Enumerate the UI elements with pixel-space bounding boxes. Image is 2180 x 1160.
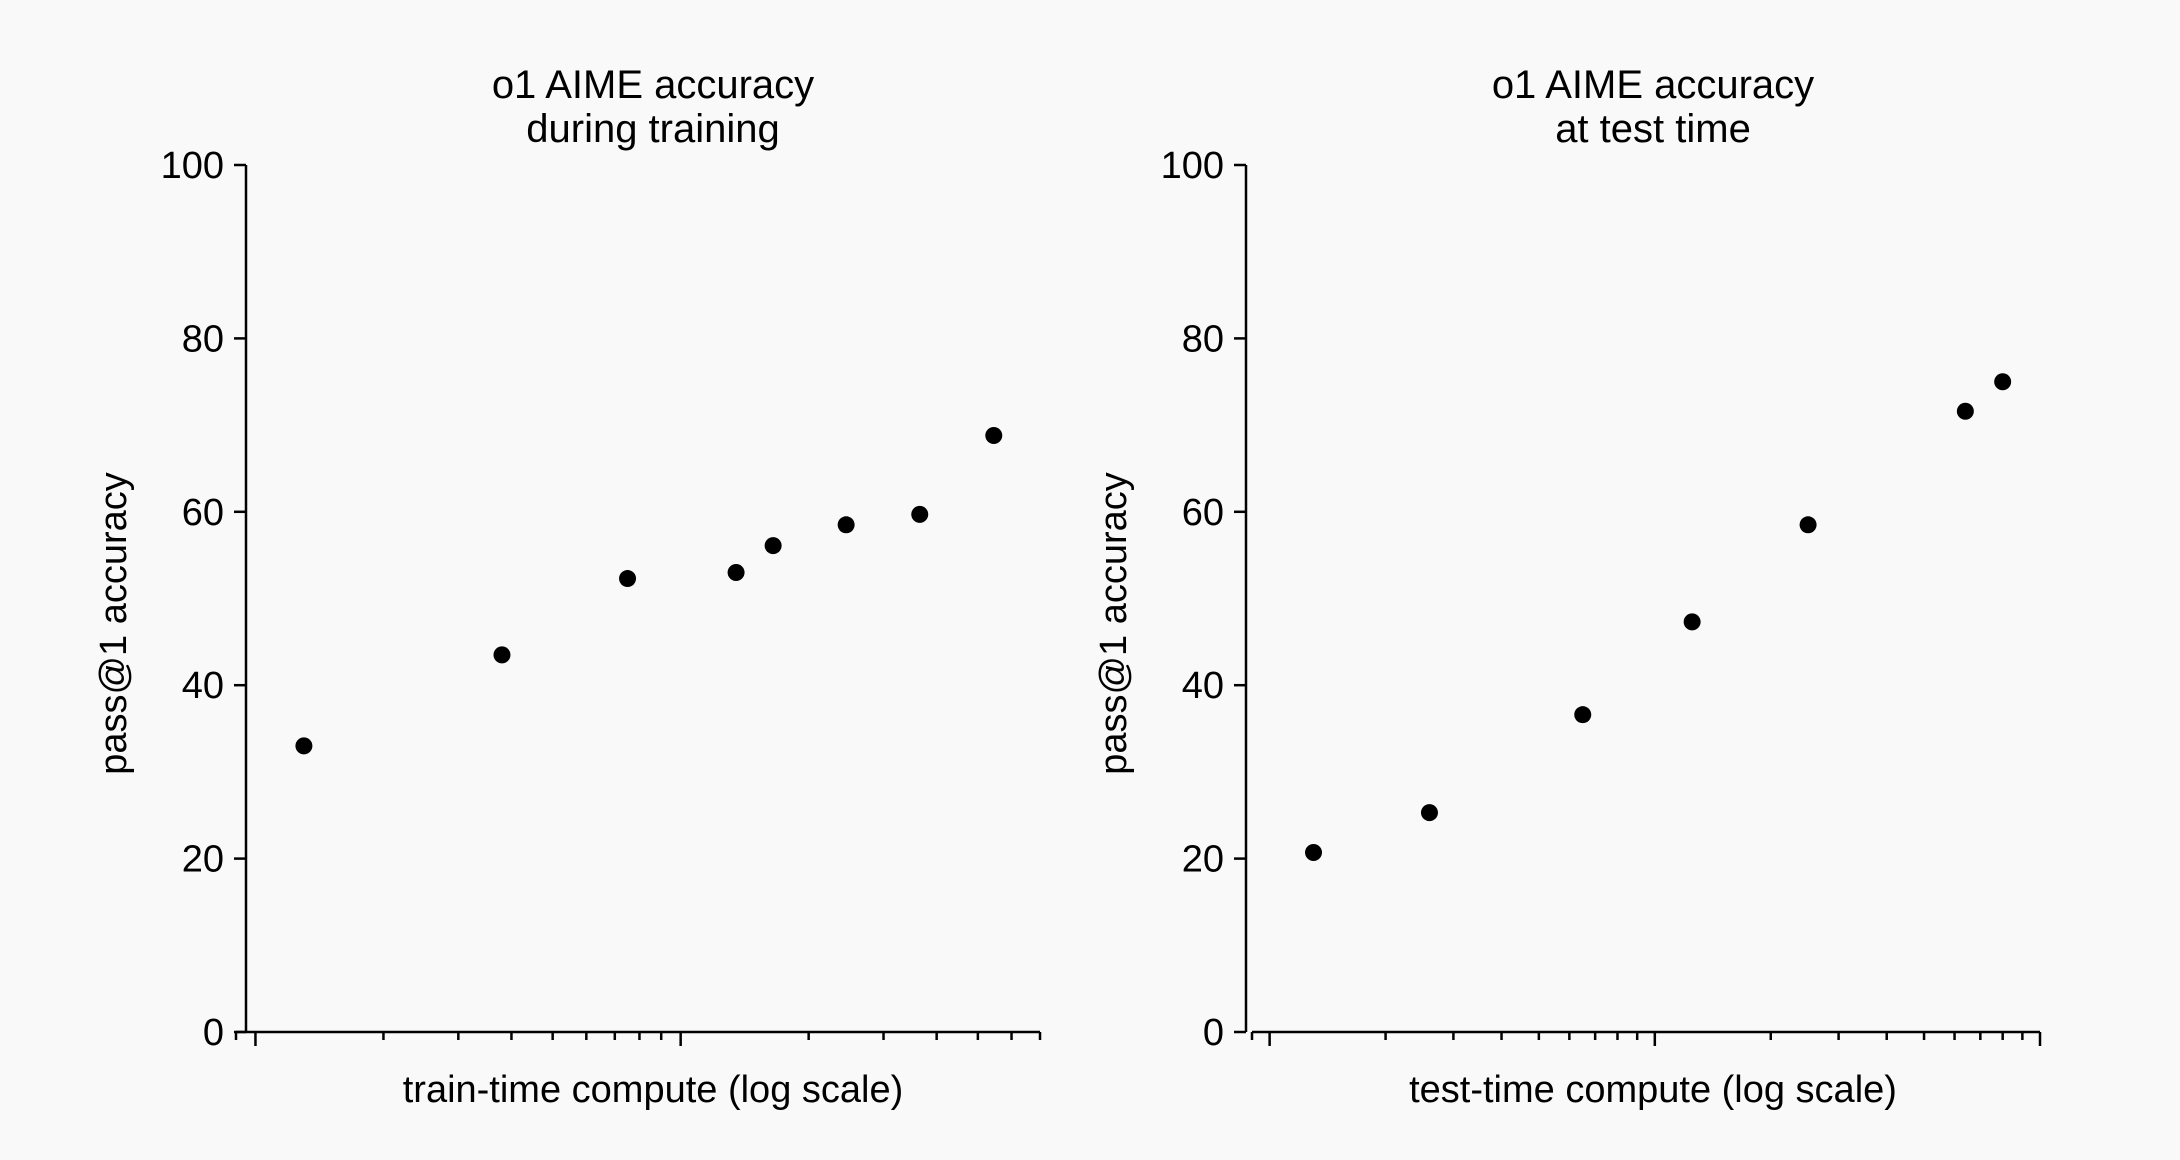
data-point xyxy=(295,737,313,755)
y-axis-title: pass@1 accuracy xyxy=(93,472,135,775)
data-point xyxy=(727,563,745,581)
chart-title-line-2: at test time xyxy=(1555,107,1751,151)
x-axis-title: test-time compute (log scale) xyxy=(1409,1069,1897,1111)
y-axis-title: pass@1 accuracy xyxy=(1093,472,1135,775)
chart-title-line-1: o1 AIME accuracy xyxy=(492,63,814,107)
data-point xyxy=(985,427,1003,445)
data-point xyxy=(911,505,929,523)
data-point xyxy=(837,516,855,534)
data-point xyxy=(619,570,637,588)
y-tick-label: 80 xyxy=(1182,318,1224,360)
y-tick-label: 0 xyxy=(203,1012,224,1054)
data-point xyxy=(1799,516,1817,534)
x-axis-title: train-time compute (log scale) xyxy=(403,1069,904,1111)
y-tick-label: 20 xyxy=(182,839,224,881)
data-point xyxy=(1305,844,1323,862)
y-tick-label: 100 xyxy=(1161,145,1224,187)
data-point xyxy=(1956,402,1974,420)
y-tick-label: 40 xyxy=(1182,665,1224,707)
data-point xyxy=(764,537,782,555)
data-point xyxy=(1420,804,1438,822)
y-tick-label: 20 xyxy=(1182,839,1224,881)
data-point xyxy=(1683,613,1701,631)
data-point xyxy=(1574,706,1592,724)
chart-title-line-1: o1 AIME accuracy xyxy=(1492,63,1814,107)
y-tick-label: 100 xyxy=(161,145,224,187)
y-tick-label: 80 xyxy=(182,318,224,360)
y-tick-label: 40 xyxy=(182,665,224,707)
chart-title-line-2: during training xyxy=(526,107,780,151)
y-tick-label: 60 xyxy=(1182,492,1224,534)
data-point xyxy=(1994,373,2012,391)
data-point xyxy=(493,646,511,664)
y-tick-label: 60 xyxy=(182,492,224,534)
y-tick-label: 0 xyxy=(1203,1012,1224,1054)
